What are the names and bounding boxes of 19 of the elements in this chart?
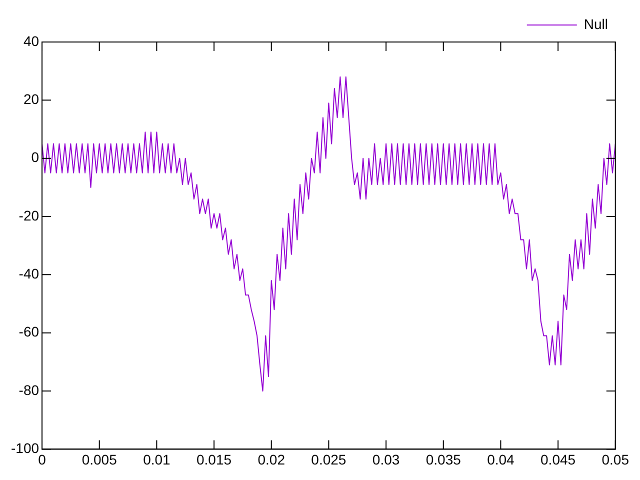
x-tick-label: 0.05 bbox=[602, 451, 630, 468]
legend-label: Null bbox=[584, 16, 608, 32]
y-tick-label: -80 bbox=[18, 382, 40, 398]
x-tick-label: 0.005 bbox=[82, 451, 118, 468]
x-tick-label: 0.02 bbox=[258, 451, 286, 468]
y-tick-label: 0 bbox=[31, 149, 40, 166]
y-tick-label: -60 bbox=[18, 324, 40, 340]
x-tick-label: 0.025 bbox=[311, 451, 346, 468]
y-tick-label: 20 bbox=[23, 91, 40, 108]
x-tick-label: 0.04 bbox=[487, 451, 515, 468]
y-tick-label: -40 bbox=[18, 266, 40, 282]
y-tick-label: -20 bbox=[18, 207, 40, 224]
x-tick-label: 0.045 bbox=[540, 451, 576, 468]
x-tick-label: 0.035 bbox=[426, 451, 462, 468]
y-tick-label: 40 bbox=[23, 32, 40, 49]
x-tick-label: 0.015 bbox=[196, 451, 232, 468]
x-tick-label: 0.03 bbox=[372, 451, 400, 468]
y-tick-label: -100 bbox=[10, 440, 40, 456]
x-tick-label: 0.01 bbox=[143, 451, 171, 468]
